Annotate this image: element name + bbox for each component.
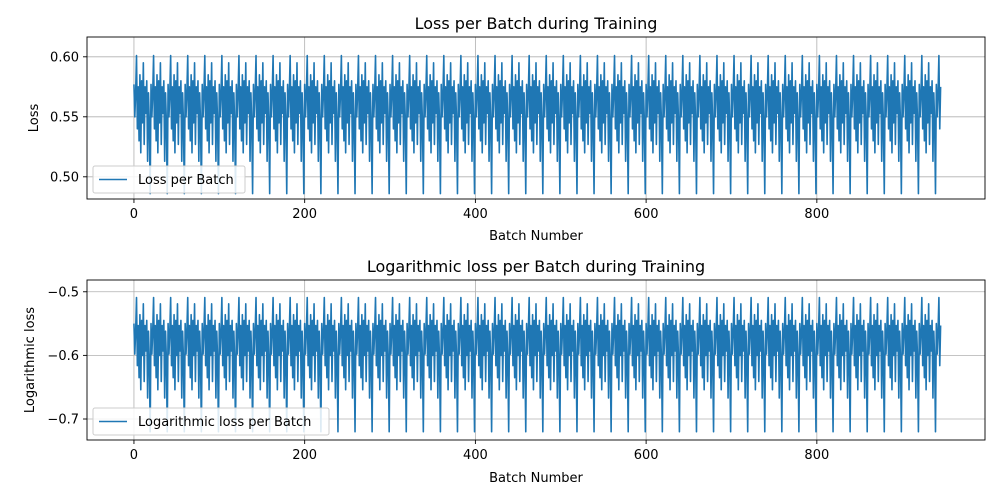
legend: Logarithmic loss per Batch xyxy=(92,407,330,436)
chart-title: Logarithmic loss per Batch during Traini… xyxy=(367,257,705,276)
plot-frame xyxy=(86,36,986,200)
y-tick-label: 0.50 xyxy=(50,170,79,185)
series-line xyxy=(133,296,942,433)
legend-label: Logarithmic loss per Batch xyxy=(138,415,311,430)
x-tick-label: 400 xyxy=(463,448,488,463)
x-tick-label: 800 xyxy=(804,448,829,463)
plot-frame xyxy=(86,279,986,441)
y-tick-label: −0.6 xyxy=(47,349,79,364)
x-tick-label: 0 xyxy=(130,448,138,463)
y-axis-label: Loss xyxy=(27,104,42,133)
y-tick-label: 0.55 xyxy=(50,110,79,125)
legend-box xyxy=(92,407,330,436)
x-axis-label: Batch Number xyxy=(489,471,583,486)
y-tick-label: −0.5 xyxy=(47,285,79,300)
y-tick-label: −0.7 xyxy=(47,413,79,428)
chart-panel-loss: Loss per Batch during Training 0 200 400 60… xyxy=(27,14,986,244)
x-tick-label: 200 xyxy=(292,448,317,463)
x-tick-label: 0 xyxy=(130,207,138,222)
x-tick-label: 600 xyxy=(634,207,659,222)
legend: Loss per Batch xyxy=(92,165,246,194)
series-line xyxy=(133,54,942,195)
axis-ticks: 0 200 400 600 800 0.50 0.55 0.60 xyxy=(50,50,829,222)
legend-label: Loss per Batch xyxy=(138,173,234,188)
y-tick-label: 0.60 xyxy=(50,50,79,65)
x-tick-label: 200 xyxy=(292,207,317,222)
axis-ticks: 0 200 400 600 800 −0.7 −0.6 −0.5 xyxy=(47,285,829,463)
chart-panel-log-loss: Logarithmic loss per Batch during Traini… xyxy=(23,257,986,486)
x-tick-label: 800 xyxy=(804,207,829,222)
legend-box xyxy=(92,165,246,194)
x-tick-label: 400 xyxy=(463,207,488,222)
x-axis-label: Batch Number xyxy=(489,229,583,244)
chart-title: Loss per Batch during Training xyxy=(415,14,658,33)
y-axis-label: Logarithmic loss xyxy=(23,307,38,413)
x-tick-label: 600 xyxy=(634,448,659,463)
